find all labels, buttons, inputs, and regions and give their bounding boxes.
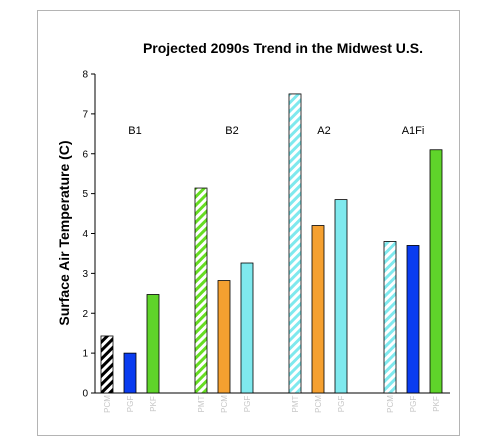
- bar: [429, 149, 443, 394]
- y-tick-label: 0: [82, 389, 88, 400]
- x-category-label: PGF: [409, 396, 418, 413]
- group-label: B2: [225, 125, 238, 137]
- bar: [383, 241, 397, 394]
- bar: [311, 225, 325, 394]
- group-label: A1Fi: [402, 125, 425, 137]
- bar: [217, 280, 231, 394]
- x-category-label: PGF: [126, 396, 135, 413]
- y-axis-title: Surface Air Temperature (C): [56, 140, 72, 325]
- x-category-label: PMT: [197, 395, 206, 412]
- bar: [194, 187, 208, 394]
- bars-layer: [100, 93, 443, 394]
- x-category-label: PGF: [337, 396, 346, 413]
- group-label: B1: [128, 125, 141, 137]
- y-tick-label: 4: [82, 229, 88, 240]
- x-category-label: PMT: [291, 395, 300, 412]
- x-category-label: PKF: [149, 396, 158, 412]
- bar: [406, 245, 420, 394]
- y-tick-label: 6: [82, 149, 88, 160]
- y-tick-label: 8: [82, 70, 88, 81]
- x-category-label: PCM: [220, 395, 229, 413]
- y-tick-label: 5: [82, 189, 88, 200]
- group-label: A2: [317, 125, 330, 137]
- bar: [334, 199, 348, 394]
- y-tick-label: 2: [82, 309, 88, 320]
- x-category-label: PCM: [314, 395, 323, 413]
- y-tick-label: 1: [82, 349, 88, 360]
- bar: [146, 294, 160, 394]
- labels-layer: B1 PCM PGF PKF B2 PMT PCM PGF A2 PMT PCM PGF A1Fi PCM…: [103, 125, 441, 413]
- bar: [100, 335, 114, 394]
- y-tick-label: 7: [82, 109, 88, 120]
- chart-title: Projected 2090s Trend in the Midwest U.S…: [143, 40, 423, 56]
- x-category-label: PCM: [103, 395, 112, 413]
- bar: [288, 93, 302, 394]
- bar: [240, 262, 254, 394]
- x-category-label: PGF: [243, 396, 252, 413]
- x-category-label: PCM: [386, 395, 395, 413]
- y-tick-label: 3: [82, 269, 88, 280]
- x-category-label: PKF: [432, 396, 441, 412]
- bar: [123, 352, 137, 394]
